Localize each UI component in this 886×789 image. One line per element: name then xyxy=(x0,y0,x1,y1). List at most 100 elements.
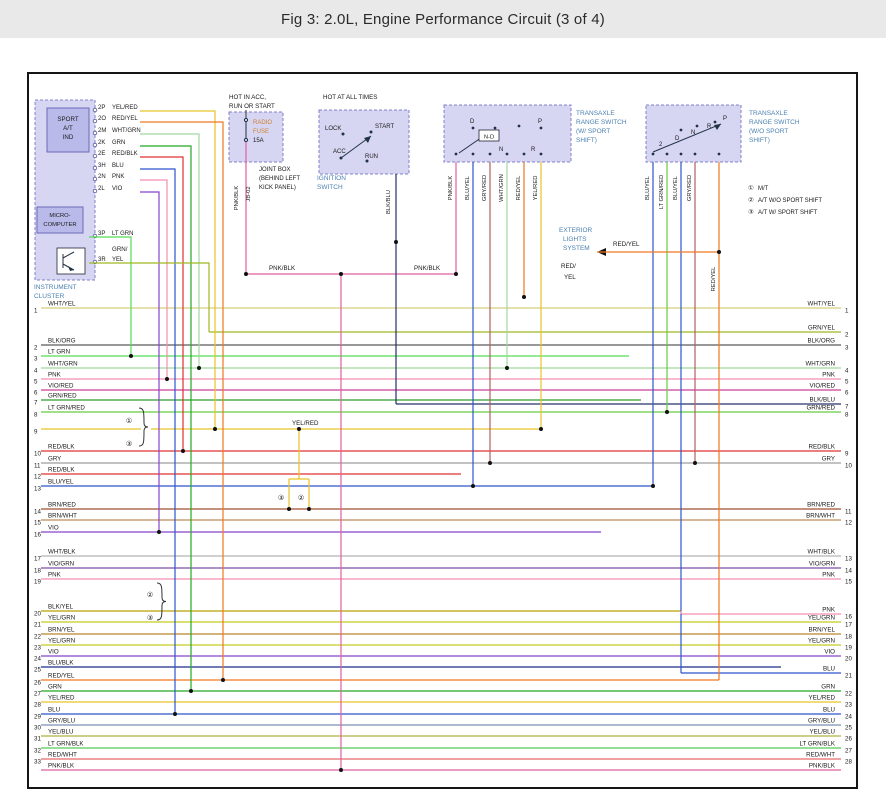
fuse-name: FUSE xyxy=(253,129,269,135)
transistor-icon xyxy=(62,251,75,271)
wire-label-right: WHT/YEL xyxy=(807,301,835,308)
wire-label-left: PNK/BLK xyxy=(48,763,75,770)
wire-label-right: YEL/GRN xyxy=(808,615,835,622)
option-marker: ③ xyxy=(126,440,132,448)
wire-label-left: BLK/YEL xyxy=(48,604,74,611)
sport-ind-label: SPORT xyxy=(57,116,78,123)
option-marker: ① xyxy=(126,417,132,425)
wire-pin-number-right: 21 xyxy=(845,673,852,680)
wire-label-right: GRN xyxy=(821,684,835,691)
wire-label-left: YEL/GRN xyxy=(48,615,75,622)
wire-pin-number-left: 14 xyxy=(34,509,41,516)
pin-wire xyxy=(140,191,160,532)
wire-label-left: BLU xyxy=(48,707,60,714)
wire-label-right: GRY/BLU xyxy=(808,718,835,725)
junction-dot xyxy=(339,768,343,772)
wire-pin-number-left: 12 xyxy=(34,474,41,481)
pin-wire xyxy=(140,145,192,691)
gear-position: D xyxy=(470,119,475,125)
wire-pin-number-left: 26 xyxy=(34,680,41,687)
wire-pin-number-left: 31 xyxy=(34,736,41,743)
junction-dot xyxy=(693,461,697,465)
wire-label-right: VIO/RED xyxy=(810,383,836,390)
junction-dot xyxy=(665,410,669,414)
wire-label-right: GRN/YEL xyxy=(808,325,836,332)
sport-ind-label: IND xyxy=(63,134,74,141)
pin-connector-icon xyxy=(92,153,98,159)
wire-label-right: GRY xyxy=(822,456,835,463)
wire-pin-number-left: 29 xyxy=(34,714,41,721)
diagram-frame: SPORT A/T IND MICRO- COMPUTER INSTRUMENT… xyxy=(27,72,858,789)
junction-dot xyxy=(213,427,217,431)
junction-dot xyxy=(173,712,177,716)
wire-label-left: YEL/BLU xyxy=(48,729,73,736)
wire-label-vertical: BLU/YEL xyxy=(645,175,651,200)
wire-label-vertical: YEL/RED xyxy=(533,176,539,201)
wire-label-left: WHT/BLK xyxy=(48,549,76,556)
wire-label-right: RED/WHT xyxy=(806,752,835,759)
wire-pin-number-left: 11 xyxy=(34,463,41,470)
transaxle-nosport-name: TRANSAXLE xyxy=(749,110,788,117)
joint-box-label: KICK PANEL) xyxy=(259,185,296,191)
fuse-feed-label: HOT IN ACC, xyxy=(229,94,266,101)
junction-dot xyxy=(522,295,526,299)
wire-pin-number-right: 18 xyxy=(845,634,852,641)
gear-position: N-D xyxy=(484,135,494,141)
wire-label-vertical: BLU/YEL xyxy=(465,175,471,200)
wire-label-mid: YEL xyxy=(564,274,576,281)
junction-dot xyxy=(165,377,169,381)
wire-label-left: LT GRN xyxy=(48,349,70,356)
wire-pin-number-right: 7 xyxy=(845,404,849,411)
wire-label-left: BLU/YEL xyxy=(48,479,74,486)
wire-pin-number-left: 27 xyxy=(34,691,41,698)
gear-position: R xyxy=(707,124,712,130)
joint-box-label: JOINT BOX xyxy=(259,167,291,173)
wire-pin-number-right: 27 xyxy=(845,748,852,755)
junction-dot xyxy=(244,272,248,276)
wire-label-vertical: LT GRN/RED xyxy=(659,175,665,210)
wire-pin-number-right: 9 xyxy=(845,451,849,458)
wire-label-vertical: PNK/BLK xyxy=(234,186,240,211)
wire-label-left: BRN/YEL xyxy=(48,627,75,634)
fuse-amperage: 15A xyxy=(253,138,264,144)
wire-label-left: RED/BLK xyxy=(48,467,75,474)
wire-pin-number-left: 22 xyxy=(34,634,41,641)
fuse-icon xyxy=(243,117,249,143)
gear-position: P xyxy=(538,119,542,125)
wire-pin-number-right: 19 xyxy=(845,645,852,652)
sport-ind-label: A/T xyxy=(63,125,73,132)
pin-connector-icon xyxy=(92,118,98,124)
pin-wire xyxy=(140,110,216,429)
wire-pin-number-right: 22 xyxy=(845,691,852,698)
instrument-cluster-name: CLUSTER xyxy=(34,293,65,300)
wire-label-left: GRY xyxy=(48,456,61,463)
pin-connector-icon xyxy=(92,176,98,182)
junction-dot xyxy=(297,427,301,431)
pin-wire-label: PNK xyxy=(112,174,124,180)
junction-dot xyxy=(505,366,509,370)
wire-label-right: YEL/GRN xyxy=(808,638,835,645)
ignition-contacts xyxy=(339,130,373,163)
junction-dot xyxy=(221,678,225,682)
wire-label-mid: RED/YEL xyxy=(613,241,640,248)
pin-code: 2E xyxy=(98,151,105,157)
legend-symbol: ① xyxy=(748,185,754,192)
legend: ① M/T ② A/T W/O SPORT SHIFT ③ A/T W/ SPO… xyxy=(748,185,822,216)
ignition-switch-name: IGNITION xyxy=(317,175,346,182)
wire-label-left: PNK xyxy=(48,572,62,579)
pin-wire xyxy=(89,236,132,356)
junction-dot xyxy=(488,461,492,465)
wire-label-right: GRN/RED xyxy=(806,405,835,412)
wire-pin-number-right: 23 xyxy=(845,702,852,709)
junction-dot xyxy=(287,507,291,511)
gear-position: N xyxy=(499,147,503,153)
title-bar: Fig 3: 2.0L, Engine Performance Circuit … xyxy=(0,0,886,38)
fuse-feed-label: RUN OR START xyxy=(229,103,275,110)
junction-dot xyxy=(181,449,185,453)
wire-pin-number-right: 5 xyxy=(845,379,849,386)
wire-pin-number-left: 13 xyxy=(34,486,41,493)
exterior-lights-name: LIGHTS xyxy=(563,236,587,243)
wire-pin-number-right: 11 xyxy=(845,509,852,516)
microcomputer-label: MICRO- xyxy=(49,213,70,219)
wire-label-left: BRN/WHT xyxy=(48,513,77,520)
